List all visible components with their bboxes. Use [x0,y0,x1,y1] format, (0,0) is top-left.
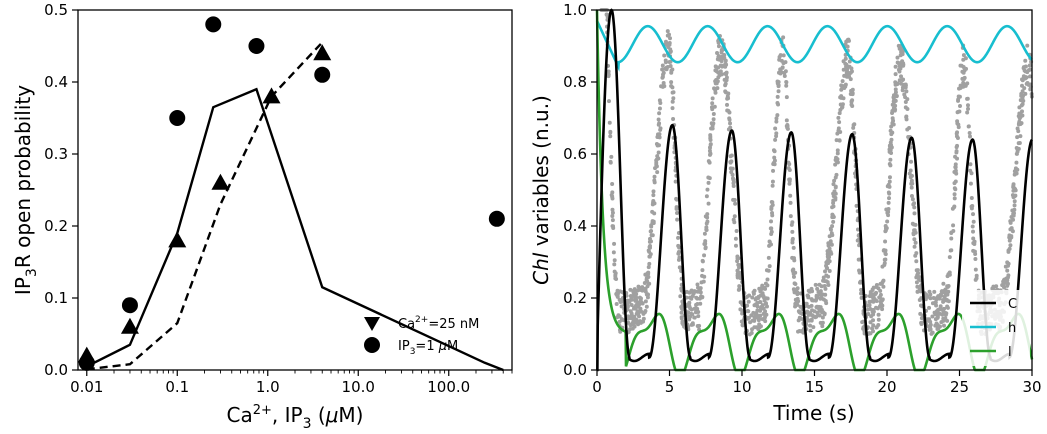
triangle-point [120,317,139,334]
right-y-tick-label: 0.8 [563,73,587,91]
triangle-point [211,173,230,190]
legend-ip-label: IP3=1 μM [398,339,458,357]
left-data [77,16,505,372]
left-legend: Ca2+=25 nM IP3=1 μM [364,315,479,357]
right-y-tick-label: 1.0 [563,1,587,19]
right-legend: C h l [962,290,1030,366]
left-x-axis-label: Ca2+, IP3 (μM) [227,403,364,432]
legend-l-label: l [1008,345,1012,360]
left-y-tick-label: 0.1 [44,289,68,307]
model-dashed-line [86,41,324,371]
circle-point [205,16,222,33]
left-x-tick-label: 0.01 [70,378,103,396]
circle-point [488,210,505,227]
right-x-tick-label: 20 [877,378,896,396]
left-panel: 0.01 0.1 1.0 10.0 100.0 0.0 0.1 0.2 0.3 0.4 0.5 Ca… [11,1,513,432]
right-y-axis-label: Chl variables (n.u.) [529,95,553,285]
left-x-tick-label: 100.0 [427,378,470,396]
left-y-tick-label: 0.3 [44,145,68,163]
left-x-tick-label: 10.0 [342,378,375,396]
legend-triangle-marker [364,317,380,331]
left-y-axis-label: IP3R open probability [11,85,40,295]
circle-point [169,110,186,126]
left-ticks: 0.01 0.1 1.0 10.0 100.0 0.0 0.1 0.2 0.3 0.4 0.5 [44,1,513,396]
left-y-tick-label: 0.4 [44,73,68,91]
legend-h-label: h [1008,321,1016,336]
right-y-tick-label: 0.2 [563,289,587,307]
triangle-point [168,231,187,248]
right-x-tick-label: 15 [805,378,824,396]
right-y-tick-label: 0.4 [563,217,587,235]
l-line [595,9,1034,372]
right-ticks: 0 5 10 15 20 25 30 0.0 0.2 0.4 0.6 0.8 1.0 [563,1,1041,396]
right-x-tick-label: 25 [950,378,969,396]
triangle-point [262,87,281,104]
legend-C-label: C [1008,297,1017,312]
circle-point [248,38,265,54]
left-x-tick-label: 0.1 [165,378,189,396]
circle-point [78,354,95,371]
legend-ca-label: Ca2+=25 nM [398,315,479,332]
h-line [595,20,1033,72]
circle-point [314,66,331,83]
left-x-tick-label: 1.0 [256,378,280,396]
right-x-axis-label: Time (s) [772,401,854,425]
legend-circle-marker [364,337,380,353]
circle-point [121,297,138,314]
left-y-tick-label: 0.5 [44,1,68,19]
C-line [596,8,1034,372]
right-x-tick-label: 0 [592,378,602,396]
right-x-tick-label: 10 [732,378,751,396]
left-y-tick-label: 0.2 [44,217,68,235]
right-panel: 0 5 10 15 20 25 300.00.20.40.60.81.0 Time (s) … [529,1,1042,425]
left-y-tick-label: 0.0 [44,361,68,379]
right-y-tick-label: 0.6 [563,145,587,163]
right-x-tick-label: 5 [665,378,675,396]
triangle-point [313,44,332,61]
right-y-tick-label: 0.0 [563,361,587,379]
model-solid-line [86,87,504,372]
right-x-tick-label: 30 [1022,378,1041,396]
